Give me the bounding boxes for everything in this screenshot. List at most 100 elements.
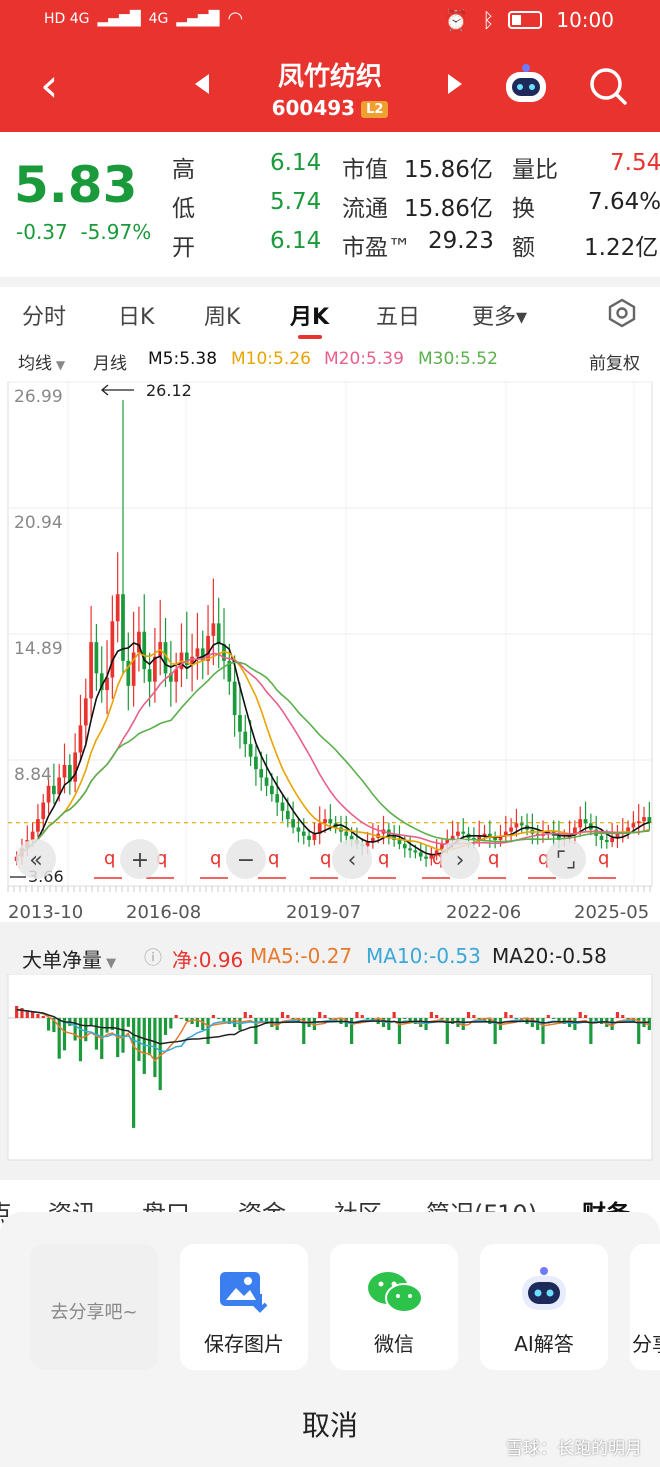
zoom-in-icon[interactable] [120, 839, 160, 879]
net-bar [392, 1012, 396, 1018]
candle [599, 835, 604, 840]
save-image-button[interactable]: 保存图片 [180, 1244, 308, 1370]
net-bar [163, 1018, 168, 1035]
search-icon[interactable] [588, 66, 628, 106]
ai-robot-icon[interactable] [502, 62, 550, 106]
ma-selector[interactable]: 均线 ▼ [18, 349, 65, 374]
indicator-chart[interactable] [0, 974, 660, 1166]
net-bar [259, 1018, 263, 1021]
kline-chart[interactable]: 26.99 20.94 14.89 8.84 2013-10 2016-08 2019-07… [0, 374, 660, 926]
chart-control-glyph: + [131, 848, 149, 873]
candle [626, 827, 630, 832]
candle [121, 594, 125, 661]
net-bar [78, 1018, 83, 1062]
candle [62, 764, 67, 778]
ai-answer-label: AI解答 [514, 1332, 574, 1356]
candle [445, 839, 450, 845]
net-bar [472, 1015, 476, 1018]
candle [583, 819, 588, 824]
ai-answer-button[interactable]: AI解答 [480, 1244, 608, 1370]
candle [323, 819, 327, 824]
prev-icon[interactable] [332, 839, 372, 879]
x-tick-label: 2016-08 [126, 902, 201, 923]
event-marker[interactable]: q [210, 848, 221, 869]
candle [519, 823, 524, 826]
turnover-value: 7.64% [588, 189, 660, 215]
candle [30, 831, 35, 840]
cancel-button[interactable]: 取消 [301, 1409, 358, 1442]
tab-daily[interactable]: 日K [118, 305, 155, 330]
candle [269, 785, 274, 795]
candle [636, 821, 641, 824]
net-bar [477, 1018, 481, 1019]
indicator-legend: 大单净量 ▼ ⓘ 净:0.96 MA5:-0.27 MA10:-0.53 MA2… [0, 940, 660, 972]
candle [514, 823, 519, 828]
net-bar [504, 1012, 508, 1018]
event-marker[interactable]: q [538, 848, 549, 869]
net-bar [57, 1018, 61, 1059]
candle [285, 810, 290, 820]
mcap-value: 15.86亿 [404, 157, 493, 183]
event-marker[interactable]: q [598, 848, 609, 869]
back-icon[interactable]: ‹ [40, 58, 59, 112]
candle [126, 660, 131, 686]
net-bar [275, 1018, 279, 1030]
settings-hexagon-icon[interactable] [606, 297, 638, 329]
chart-control-glyph: « [29, 848, 42, 873]
clock: 10:00 [556, 8, 614, 32]
candle [259, 769, 264, 778]
event-marker[interactable]: q [488, 848, 499, 869]
stock-code: 600493 L2 [0, 96, 660, 120]
stock-code-text: 600493 [271, 96, 356, 120]
chart-control-glyph: › [456, 848, 465, 873]
candle [227, 660, 232, 682]
event-marker[interactable]: q [378, 848, 389, 869]
event-marker[interactable]: q [320, 848, 331, 869]
price-change: -0.37 -5.97% [16, 220, 151, 244]
net-bar [291, 1018, 295, 1019]
next-stock-icon[interactable] [448, 74, 462, 94]
watermark: 雪球：长跑的明月 [506, 1439, 642, 1459]
event-marker[interactable]: q [268, 848, 279, 869]
tab-five-day[interactable]: 五日 [376, 305, 421, 330]
candle [254, 756, 258, 770]
candle [578, 819, 583, 828]
candle [573, 827, 577, 834]
indicator-selector[interactable]: 大单净量 ▼ [22, 944, 116, 973]
wechat-button[interactable]: 微信 [330, 1244, 458, 1370]
event-marker[interactable]: q [104, 848, 115, 869]
fullscreen-icon[interactable] [546, 839, 586, 879]
tab-monthly[interactable]: 月K [290, 305, 330, 330]
event-marker[interactable]: q [156, 848, 167, 869]
net-bar [440, 1018, 444, 1019]
prev-stock-icon[interactable] [195, 74, 209, 94]
candle [408, 848, 412, 851]
tab-weekly[interactable]: 周K [204, 305, 241, 330]
save-image-icon [220, 1272, 268, 1313]
y-tick-label: 20.94 [14, 513, 63, 533]
net-bar [350, 1018, 354, 1044]
candle [216, 623, 221, 645]
tab-intraday[interactable]: 分时 [22, 305, 67, 330]
net-bar [328, 1018, 332, 1019]
net-bar [493, 1018, 497, 1044]
candle [137, 631, 141, 653]
adjust-label[interactable]: 前复权 [589, 354, 640, 374]
candle [461, 831, 466, 834]
candle [280, 802, 285, 811]
candle [89, 642, 93, 699]
candle [195, 648, 200, 657]
candle [301, 831, 306, 836]
event-marker[interactable]: q [432, 848, 443, 869]
zoom-out-icon[interactable] [226, 839, 266, 879]
scroll-left-icon[interactable] [16, 839, 56, 879]
net-bar [621, 1015, 625, 1018]
net-bar [371, 1018, 375, 1021]
net-bar [73, 1018, 77, 1041]
net-bar [243, 1012, 247, 1018]
chevron-down-icon: ▼ [102, 956, 117, 971]
help-icon[interactable]: ⓘ [144, 948, 162, 969]
share-more-button[interactable]: 分享 [630, 1244, 660, 1370]
next-icon[interactable] [440, 839, 480, 879]
tab-more[interactable]: 更多▾ [472, 305, 528, 330]
